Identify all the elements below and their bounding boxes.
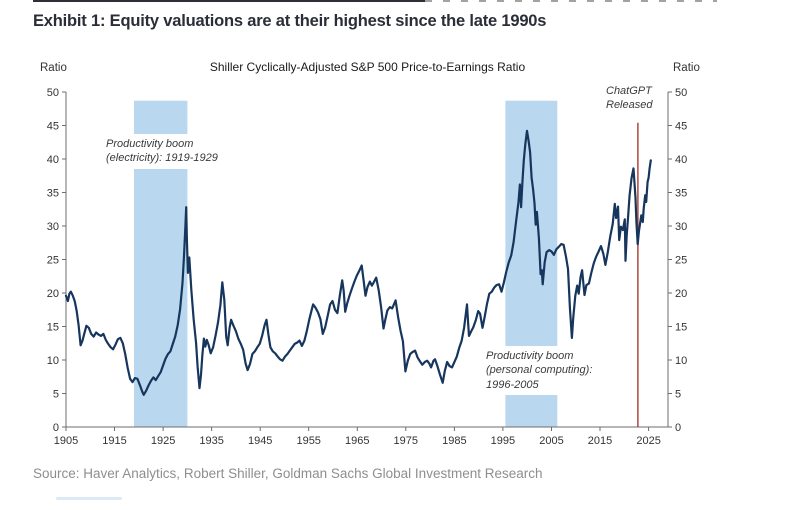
annotation-line: (personal computing): (486, 364, 593, 377)
annotation-line: (electricity): 1919-1929 (106, 152, 218, 165)
annotation-productivity-boom-computing: Productivity boom (personal computing): … (481, 346, 598, 395)
y-tick-label-left: 40 (47, 154, 59, 166)
top-crop-artifact-solid (33, 0, 425, 2)
x-tick-label: 1955 (296, 435, 320, 447)
y-tick-label-right: 0 (675, 422, 681, 434)
y-tick-label-right: 35 (675, 188, 687, 200)
y-tick-label-left: 30 (47, 221, 59, 233)
y-tick-label-right: 50 (675, 87, 687, 99)
chart-title: Shiller Cyclically-Adjusted S&P 500 Pric… (209, 60, 526, 74)
y-tick-label-right: 40 (675, 154, 687, 166)
top-crop-artifact-dashed (425, 0, 717, 2)
x-tick-label: 1985 (442, 435, 466, 447)
bottom-crop-artifact (56, 497, 122, 500)
x-tick-label: 1905 (54, 435, 78, 447)
annotation-chatgpt-released: ChatGPT Released (606, 84, 652, 113)
annotation-line: Productivity boom (486, 350, 574, 362)
y-tick-label-right: 15 (675, 322, 687, 334)
annotation-line: Productivity boom (106, 138, 194, 150)
y-tick-label-left: 45 (47, 121, 59, 133)
x-tick-label: 1925 (151, 435, 175, 447)
annotation-line: 1996-2005 (486, 378, 539, 391)
x-tick-label: 2025 (636, 435, 660, 447)
exhibit-title: Exhibit 1: Equity valuations are at thei… (33, 12, 547, 30)
y-tick-label-right: 25 (675, 255, 687, 267)
x-tick-label: 1975 (394, 435, 418, 447)
y-tick-label-left: 50 (47, 87, 59, 99)
y-tick-label-left: 20 (47, 288, 59, 300)
x-tick-label: 1965 (345, 435, 369, 447)
y-tick-label-right: 30 (675, 221, 687, 233)
y-tick-label-left: 25 (47, 255, 59, 267)
y-tick-label-left: 5 (53, 389, 59, 401)
annotation-line: Released (606, 99, 653, 112)
y-tick-label-left: 15 (47, 322, 59, 334)
x-tick-label: 1935 (199, 435, 223, 447)
y-tick-label-right: 10 (675, 355, 687, 367)
x-tick-label: 1945 (248, 435, 272, 447)
x-tick-label: 2005 (539, 435, 563, 447)
y-axis-label-right: Ratio (673, 62, 700, 74)
x-tick-label: 1995 (491, 435, 515, 447)
x-tick-label: 1915 (102, 435, 126, 447)
annotation-line: ChatGPT (606, 85, 652, 97)
y-tick-label-left: 0 (53, 422, 59, 434)
annotation-productivity-boom-electricity: Productivity boom (electricity): 1919-19… (101, 134, 223, 169)
y-tick-label-right: 5 (675, 389, 681, 401)
cape-series-line (64, 129, 652, 396)
x-tick-label: 2015 (588, 435, 612, 447)
axes (62, 91, 672, 431)
y-tick-label-right: 20 (675, 288, 687, 300)
y-tick-label-left: 35 (47, 188, 59, 200)
source-note: Source: Haver Analytics, Robert Shiller,… (33, 466, 543, 481)
y-axis-label-left: Ratio (40, 62, 67, 74)
y-tick-label-right: 45 (675, 121, 687, 133)
y-tick-label-left: 10 (47, 355, 59, 367)
